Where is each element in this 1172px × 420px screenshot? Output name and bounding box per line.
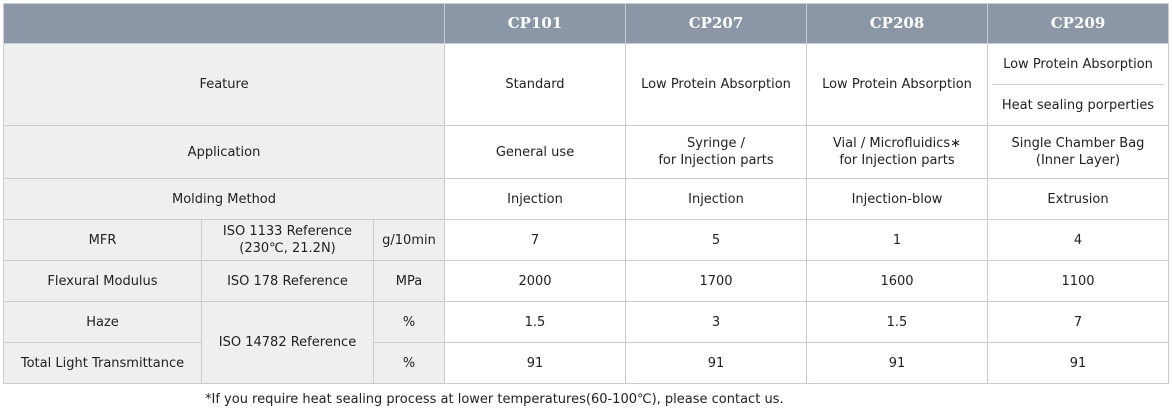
header-row: CP101 CP207 CP208 CP209 (3, 3, 1169, 44)
application-cp207-line-2: for Injection parts (658, 153, 774, 168)
mfr-cp208: 1 (806, 219, 988, 261)
feature-cp208: Low Protein Absorption (806, 43, 988, 126)
transmittance-cp101: 91 (444, 342, 626, 384)
molding-cp208: Injection-blow (806, 178, 988, 220)
transmittance-cp208: 91 (806, 342, 988, 384)
molding-cp207: Injection (625, 178, 807, 220)
application-cp208-line-1: Vial / Microfluidics∗ (832, 136, 962, 151)
flexural-label: Flexural Modulus (3, 260, 202, 302)
mfr-unit: g/10min (373, 219, 445, 261)
mfr-method-line-1: ISO 1133 Reference (222, 224, 353, 239)
haze-label: Haze (3, 301, 202, 343)
table-row-mfr: MFR ISO 1133 Reference (230℃, 21.2N) g/1… (3, 219, 1169, 261)
transmittance-cp207: 91 (625, 342, 807, 384)
table-row-molding: Molding Method Injection Injection Injec… (3, 178, 1169, 220)
molding-label: Molding Method (3, 178, 445, 220)
transmittance-unit: % (373, 342, 445, 384)
feature-label: Feature (3, 43, 445, 126)
header-cp208: CP208 (806, 3, 988, 44)
mfr-cp209: 4 (987, 219, 1169, 261)
flexural-cp208: 1600 (806, 260, 988, 302)
application-cp209-line-2: (Inner Layer) (1035, 153, 1121, 168)
molding-cp101: Injection (444, 178, 626, 220)
application-cp208: Vial / Microfluidics∗ for Injection part… (806, 125, 988, 179)
header-cp209: CP209 (987, 3, 1169, 44)
mfr-method-line-2: (230℃, 21.2N) (239, 241, 336, 256)
molding-cp209: Extrusion (987, 178, 1169, 220)
feature-cp101: Standard (444, 43, 626, 126)
mfr-cp101: 7 (444, 219, 626, 261)
mfr-method: ISO 1133 Reference (230℃, 21.2N) (201, 219, 374, 261)
haze-cp101: 1.5 (444, 301, 626, 343)
haze-cp209: 7 (987, 301, 1169, 343)
transmittance-label: Total Light Transmittance (3, 342, 202, 384)
header-cp207: CP207 (625, 3, 807, 44)
feature-cp209: Low Protein Absorption Heat sealing porp… (987, 43, 1169, 126)
footnote: *If you require heat sealing process at … (205, 392, 784, 407)
haze-cp207: 3 (625, 301, 807, 343)
flexural-method: ISO 178 Reference (201, 260, 374, 302)
application-cp208-line-2: for Injection parts (839, 153, 955, 168)
spec-table: CP101 CP207 CP208 CP209 Feature Standard… (3, 3, 1169, 384)
application-cp209-line-1: Single Chamber Bag (1011, 136, 1145, 151)
haze-unit: % (373, 301, 445, 343)
table-row-flexural: Flexural Modulus ISO 178 Reference MPa 2… (3, 260, 1169, 302)
flexural-cp101: 2000 (444, 260, 626, 302)
header-blank-cell (3, 3, 445, 44)
application-cp209: Single Chamber Bag (Inner Layer) (987, 125, 1169, 179)
application-cp207: Syringe / for Injection parts (625, 125, 807, 179)
flexural-unit: MPa (373, 260, 445, 302)
table-row-haze: Haze ISO 14782 Reference % 1.5 3 1.5 7 (3, 301, 1169, 384)
table-row-feature: Feature Standard Low Protein Absorption … (3, 43, 1169, 126)
feature-cp209-line-1: Low Protein Absorption (1003, 56, 1153, 72)
application-cp101-line-1: General use (495, 144, 575, 160)
application-cp101: General use (444, 125, 626, 179)
transmittance-cp209: 91 (987, 342, 1169, 384)
feature-cp207: Low Protein Absorption (625, 43, 807, 126)
flexural-cp207: 1700 (625, 260, 807, 302)
table-row-transmittance: Total Light Transmittance % 91 91 91 91 (3, 342, 1169, 384)
header-cp101: CP101 (444, 3, 626, 44)
table-row-application: Application General use Syringe / for In… (3, 125, 1169, 179)
flexural-cp209: 1100 (987, 260, 1169, 302)
application-label: Application (3, 125, 445, 179)
application-cp207-line-1: Syringe / (687, 136, 745, 151)
mfr-cp207: 5 (625, 219, 807, 261)
haze-cp208: 1.5 (806, 301, 988, 343)
mfr-label: MFR (3, 219, 202, 261)
haze-transmittance-method: ISO 14782 Reference (201, 301, 374, 384)
feature-cp209-line-2: Heat sealing porperties (992, 84, 1164, 125)
